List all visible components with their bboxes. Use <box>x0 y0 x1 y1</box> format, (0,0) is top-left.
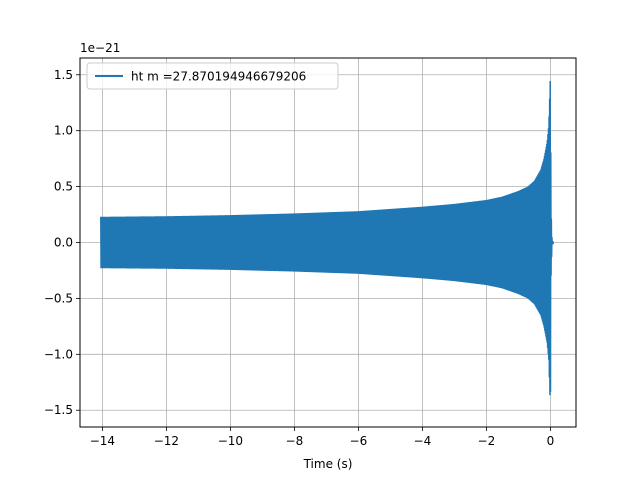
x-tick-label: −6 <box>350 434 368 448</box>
x-tick-label: 0 <box>547 434 555 448</box>
legend-box <box>86 62 339 90</box>
y-tick-label: −0.5 <box>44 291 73 305</box>
legend: ht m =27.870194946679206 <box>86 62 339 90</box>
y-tick-label: −1.5 <box>44 403 73 417</box>
x-axis-label: Time (s) <box>303 457 353 471</box>
x-tick-label: −14 <box>90 434 115 448</box>
x-tick-label: −10 <box>218 434 243 448</box>
plot-area <box>100 80 555 396</box>
x-tick-label: −2 <box>478 434 496 448</box>
y-tick-label: 0.0 <box>54 236 73 250</box>
y-tick-label: 1.0 <box>54 124 73 138</box>
y-offset-label: 1e−21 <box>80 41 120 55</box>
x-axis-ticks: −14 −12 −10 −8 −6 −4 −2 0 <box>90 427 554 448</box>
y-tick-label: 1.5 <box>54 68 73 82</box>
y-tick-label: 0.5 <box>54 180 73 194</box>
x-tick-label: −8 <box>286 434 304 448</box>
x-tick-label: −4 <box>414 434 432 448</box>
y-tick-label: −1.0 <box>44 347 73 361</box>
x-tick-label: −12 <box>154 434 179 448</box>
legend-label: ht m =27.870194946679206 <box>131 70 306 84</box>
series-line <box>100 80 555 396</box>
y-axis-ticks: −1.5 −1.0 −0.5 0.0 0.5 1.0 1.5 <box>44 68 80 417</box>
